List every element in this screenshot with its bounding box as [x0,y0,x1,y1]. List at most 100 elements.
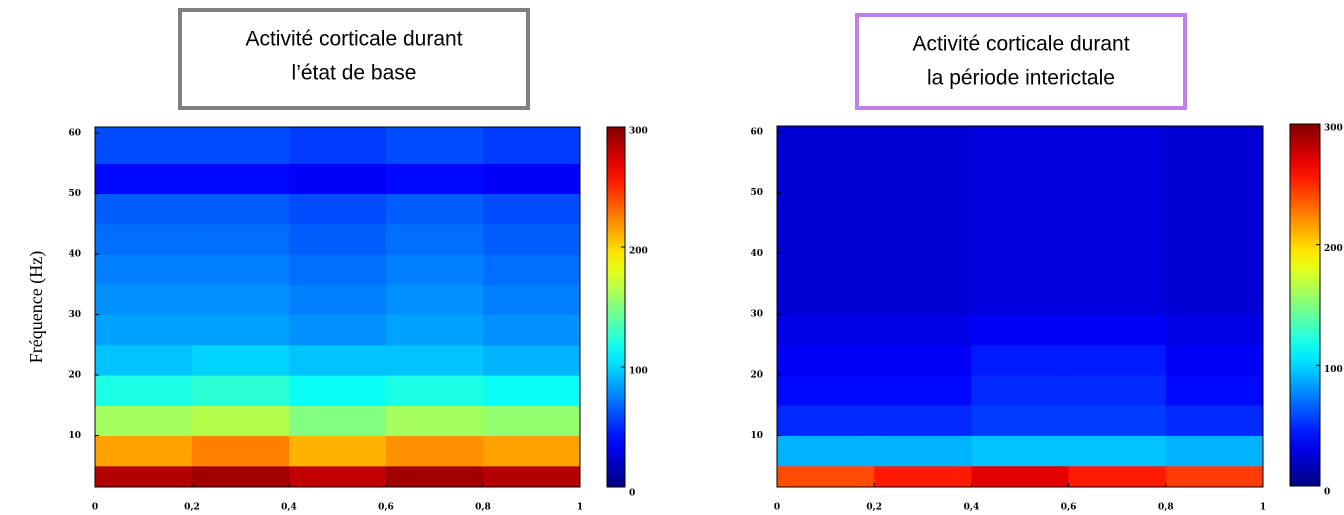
heatmap-cell [1068,162,1167,194]
colorbar-tick-label: 300 [1324,124,1343,134]
plot-frame [776,125,1264,488]
heatmap-cell [971,344,1070,376]
heatmap-cell [95,163,193,195]
heatmap-cell [777,223,875,254]
heatmap-cell [1068,192,1167,224]
colorbar-tick-label: 100 [1324,365,1343,375]
x-tick-label: 0,8 [475,503,491,513]
heatmap-cell [971,162,1070,194]
heatmap-cell [289,435,387,467]
heatmap-cell [777,283,875,315]
x-tick-label: 0 [92,503,98,513]
heatmap-cell [483,375,581,406]
heatmap-cell [192,223,290,255]
heatmap-cell [971,192,1070,224]
heatmap-cell [1165,435,1264,467]
heatmap-cell [95,465,193,488]
heatmap-cell [777,465,875,488]
y-tick-label: 10 [750,431,763,441]
heatmap-cell [192,163,290,195]
heatmap-cell [289,127,387,164]
x-tick-label: 0,6 [1061,503,1077,513]
heatmap-cell [289,405,387,437]
y-tick-label: 40 [68,250,81,260]
heatmap-cell [386,223,484,255]
heatmap-cell [289,465,387,488]
heatmap-cell [1068,405,1167,436]
heatmap-cell [192,193,290,225]
heatmap-cell [1165,314,1264,345]
heatmap-cell [386,314,484,346]
x-tick-label: 0,4 [964,503,980,513]
heatmap-cell [192,314,290,346]
heatmap-cell [874,283,972,315]
colorbar-tick-label: 300 [629,127,648,137]
heatmap-cell [777,253,875,285]
heatmap-cell [386,163,484,195]
heatmap-cell [95,344,193,376]
y-tick-label: 20 [750,370,763,380]
colorbar-tick-label: 0 [1324,488,1330,498]
heatmap-cell [95,223,193,255]
y-tick-label: 10 [68,431,81,441]
x-tick-label: 0,2 [184,503,200,513]
heatmap-cell [386,465,484,488]
heatmap-cell [483,344,581,376]
heatmap-cell [95,193,193,225]
heatmap-cell [874,374,972,406]
x-tick-label: 0,6 [378,503,394,513]
heatmap-cell [777,314,875,345]
chart-title: Activité corticale durant [912,33,1129,56]
x-tick-label: 1 [1260,503,1266,513]
heatmap-cell [289,193,387,225]
heatmap-cell [289,344,387,376]
heatmap-cell [971,405,1070,436]
heatmap-cell [483,465,581,488]
heatmap-cell [777,435,875,467]
heatmap-cell [95,375,193,406]
heatmap-cell [386,375,484,406]
y-tick-label: 50 [68,189,81,199]
heatmap-cell [386,254,484,285]
heatmap-cell [1068,374,1167,406]
heatmap-cell [1165,192,1264,224]
heatmap-cell [483,223,581,255]
heatmap-cell [874,465,972,488]
heatmap-cell [192,435,290,467]
heatmap-cell [971,253,1070,285]
heatmap-cell [192,375,290,406]
heatmap-cell [874,435,972,467]
heatmap-cell [483,435,581,467]
heatmap-cell [1165,283,1264,315]
heatmap-cell [1068,465,1167,488]
y-axis-label: Fréquence (Hz) [26,251,47,363]
y-tick-label: 40 [750,249,763,259]
heatmap-cell [1068,435,1167,467]
heatmap-cell [289,284,387,316]
heatmap-cell [483,254,581,285]
heatmap-cell [1068,223,1167,254]
heatmap-cell [192,465,290,488]
heatmap-cell [777,374,875,406]
chart-title: l’état de base [292,62,417,85]
heatmap-cell [971,126,1070,163]
chart-title: la période interictale [927,67,1115,90]
title-box [855,13,1187,110]
heatmap-cell [192,127,290,164]
heatmap-cell [386,193,484,225]
heatmap-cell [1068,344,1167,376]
heatmap-cell [95,254,193,285]
heatmap-cell [192,405,290,437]
heatmap-cell [777,162,875,194]
colorbar [606,126,626,488]
colorbar-tick-label: 200 [629,247,648,257]
x-tick-label: 0 [774,503,780,513]
heatmap-cell [777,192,875,224]
heatmap-cell [971,435,1070,467]
heatmap-cell [483,163,581,195]
heatmap-cell [483,127,581,164]
heatmap-cell [386,344,484,376]
colorbar-tick-label: 200 [1324,244,1343,254]
heatmap-cell [483,314,581,346]
